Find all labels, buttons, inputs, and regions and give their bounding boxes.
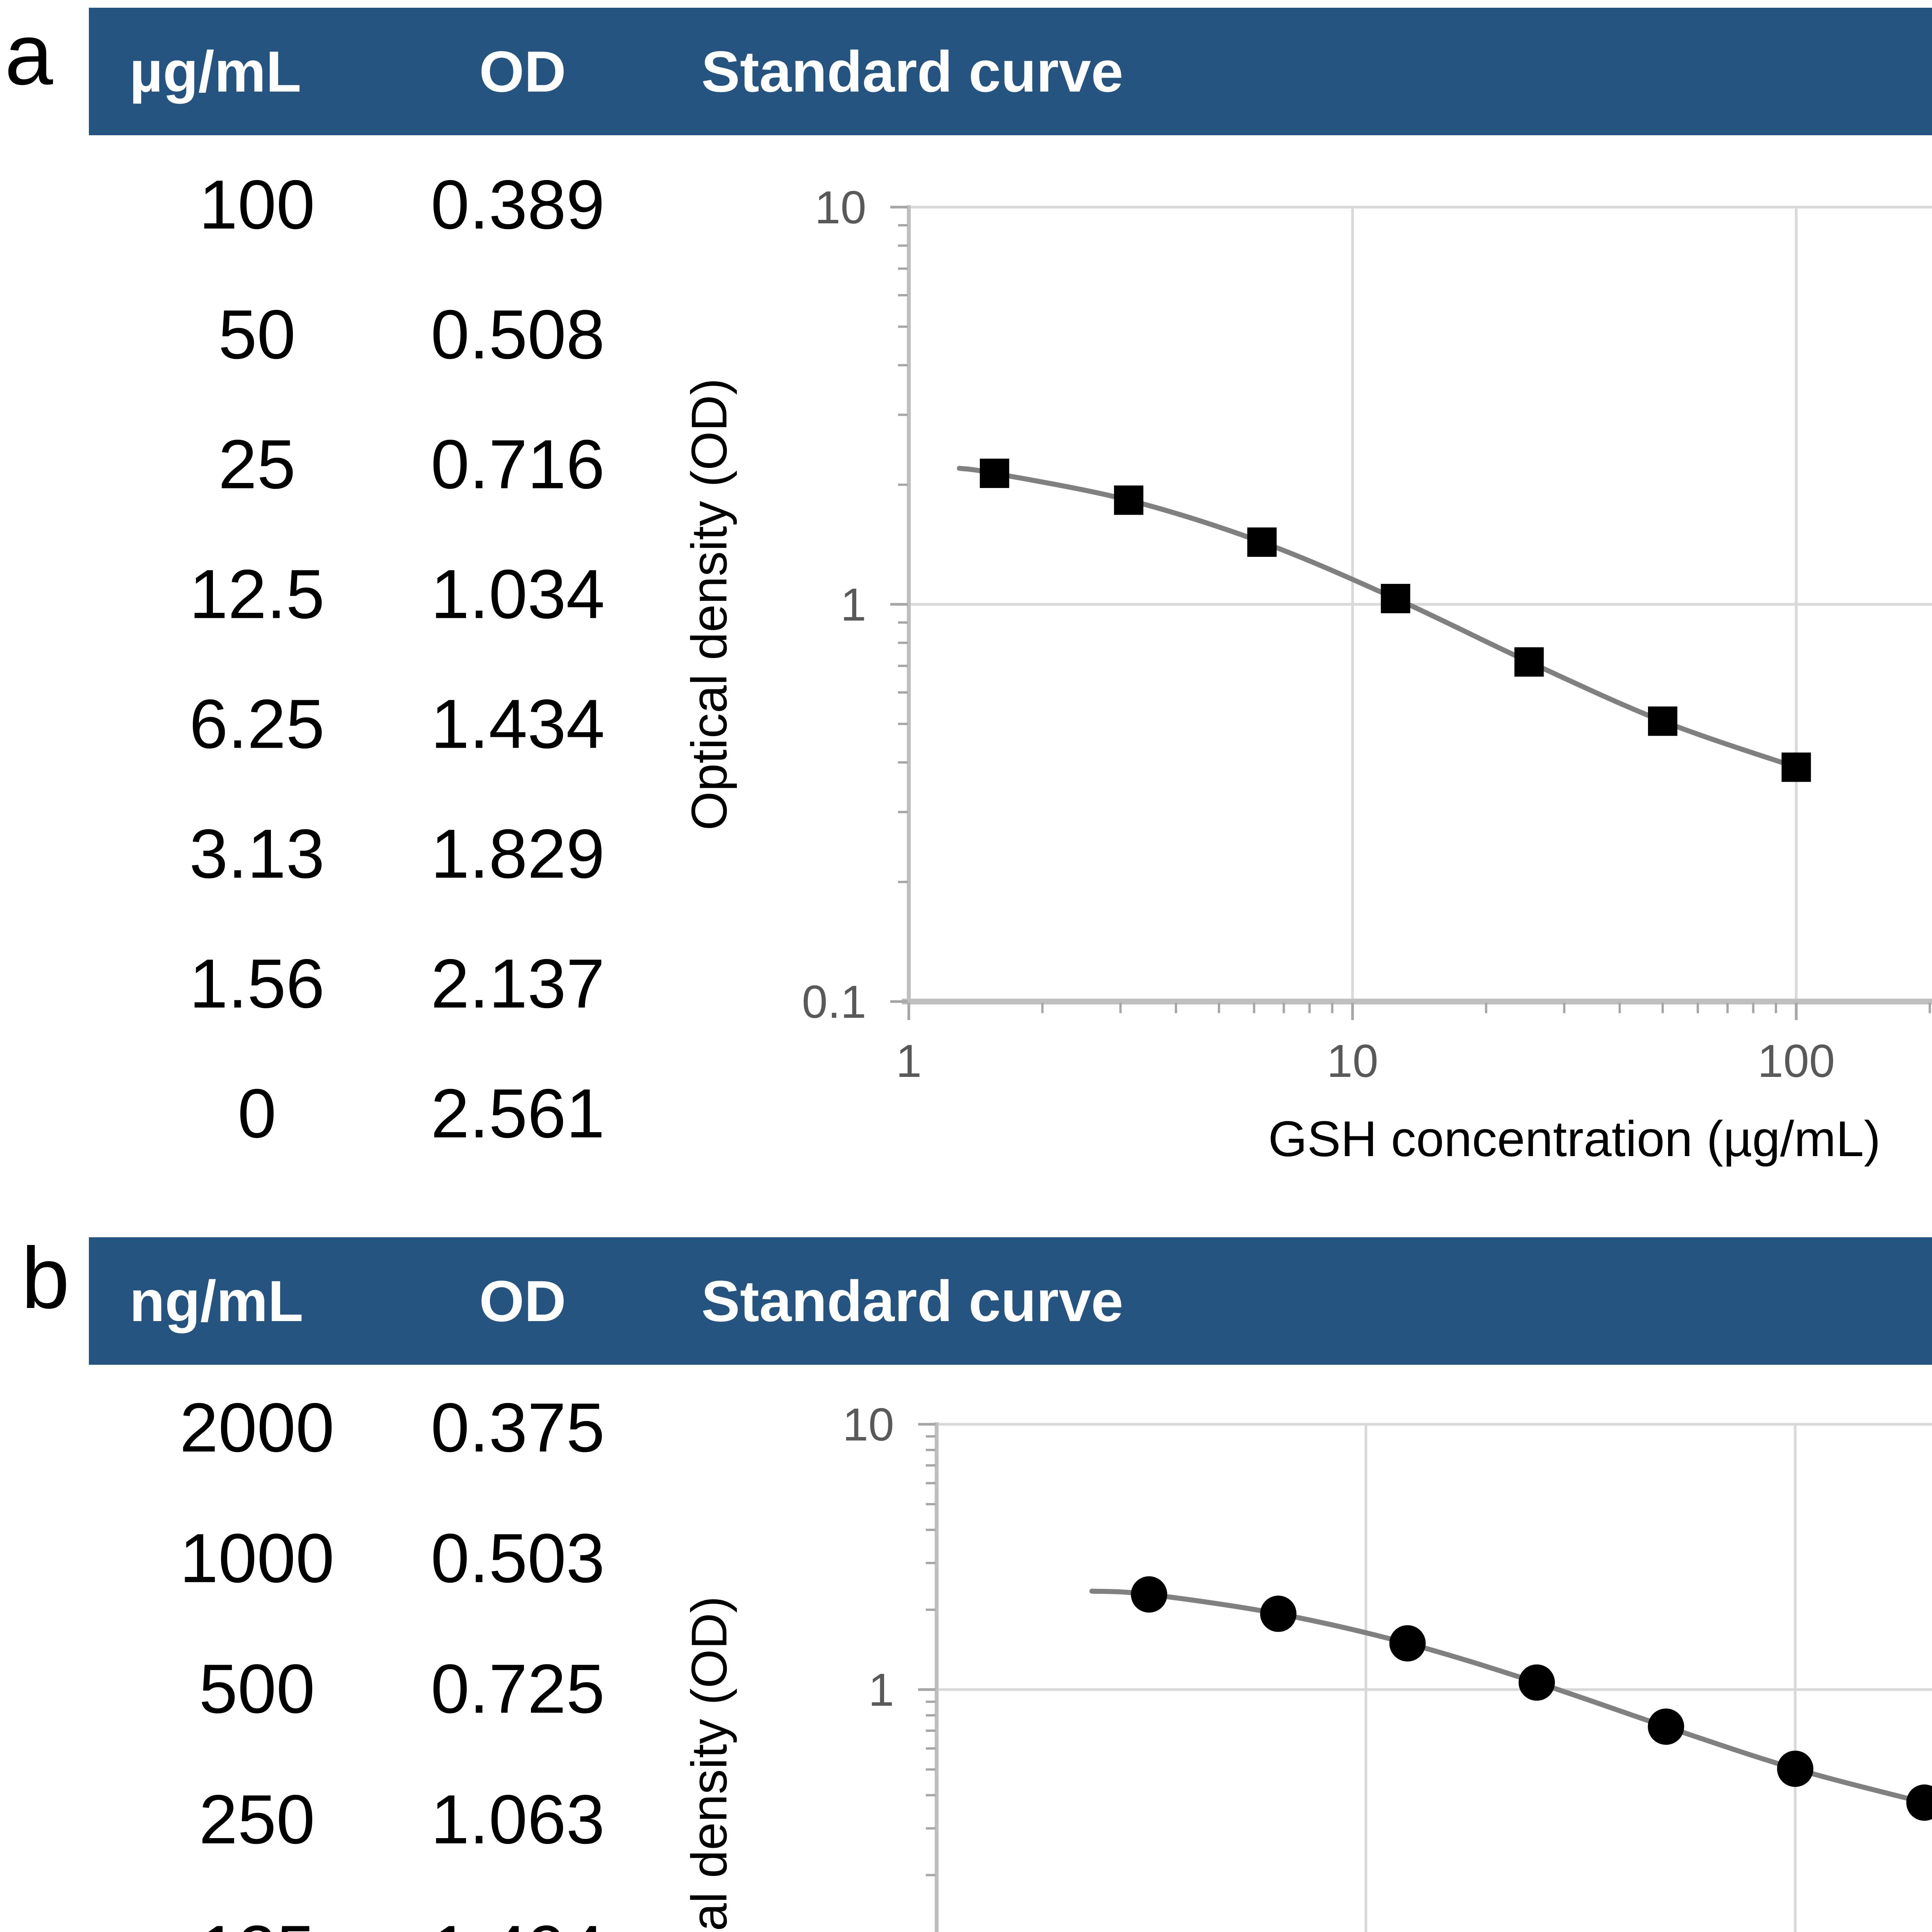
concentration-value: 100 <box>199 166 315 244</box>
table-row: 0 2.561 <box>0 1049 734 1179</box>
column-header-od: OD <box>479 1269 566 1333</box>
table-header-bar: µg/mL OD Standard curve <box>89 8 1932 135</box>
concentration-value: 1.56 <box>189 945 325 1023</box>
data-point <box>1906 1784 1932 1821</box>
y-tick-label: 10 <box>843 1399 894 1451</box>
data-point <box>1777 1750 1813 1787</box>
concentration-value: 1000 <box>179 1519 335 1597</box>
table-row: 100 0.389 <box>0 140 734 270</box>
data-point <box>1648 1708 1684 1745</box>
od-value: 0.508 <box>430 296 605 374</box>
panel-letter-b: b <box>21 1229 70 1327</box>
chart-title: Standard curve <box>701 1269 1124 1333</box>
column-header-unit: µg/mL <box>129 39 301 104</box>
chart-title: Standard curve <box>701 39 1124 104</box>
concentration-value: 6.25 <box>189 685 325 763</box>
y-tick-label: 10 <box>815 182 866 233</box>
od-value: 0.389 <box>430 166 605 244</box>
y-axis-title: Optical density (OD) <box>681 1596 737 1932</box>
table-row: 3.13 1.829 <box>0 789 734 919</box>
od-value: 0.503 <box>430 1519 605 1597</box>
od-value: 0.375 <box>430 1389 605 1467</box>
y-tick-label: 1 <box>868 1664 894 1716</box>
x-axis-title: GSH concentration (µg/mL) <box>1268 1111 1881 1167</box>
concentration-value: 3.13 <box>189 815 325 893</box>
table-row: 25 0.716 <box>0 400 734 529</box>
table-row: 1000 0.503 <box>0 1493 734 1624</box>
data-point <box>1519 1664 1555 1701</box>
data-point <box>1648 706 1677 736</box>
od-value: 1.494 <box>348 1910 688 1932</box>
panel-letter-a: a <box>5 5 53 103</box>
table-row: 250 1.063 <box>0 1754 734 1885</box>
od-value: 1.063 <box>430 1781 605 1859</box>
concentration-value: 0 <box>237 1075 277 1153</box>
od-value: 1.434 <box>430 685 605 763</box>
column-header-od: OD <box>479 39 566 104</box>
y-tick-label: 0.1 <box>830 1929 894 1932</box>
y-tick-label: 1 <box>840 579 866 631</box>
od-value: 1.034 <box>430 555 605 633</box>
concentration-value: 2000 <box>179 1389 335 1467</box>
data-point <box>1247 527 1277 557</box>
x-tick-label: 1 <box>896 1035 922 1087</box>
concentration-value: 125 <box>89 1910 425 1932</box>
table-row: 6.25 1.434 <box>0 659 734 789</box>
table-row: 1251.494 <box>0 1885 734 1932</box>
data-point <box>1260 1595 1297 1632</box>
data-point <box>1381 584 1410 614</box>
concentration-value: 12.5 <box>189 555 325 633</box>
concentration-value: 500 <box>199 1650 315 1728</box>
y-tick-label: 0.1 <box>802 976 866 1028</box>
od-value: 2.561 <box>430 1075 605 1153</box>
data-point <box>1114 485 1144 515</box>
concentration-value: 250 <box>199 1781 315 1859</box>
x-tick-label: 10 <box>1327 1035 1378 1087</box>
od-value: 0.716 <box>430 425 605 503</box>
table-row: 1.56 2.137 <box>0 919 734 1049</box>
od-value: 1.829 <box>430 815 605 893</box>
data-point <box>1131 1576 1167 1613</box>
data-point <box>1781 752 1811 782</box>
standards-table: 2000 0.375 1000 0.503 500 0.725 250 1.063 1251.4… <box>0 1362 734 1932</box>
data-point <box>1514 647 1544 677</box>
concentration-value: 25 <box>218 425 296 503</box>
table-row: 50 0.508 <box>0 270 734 400</box>
data-point <box>980 458 1009 488</box>
od-value: 0.725 <box>430 1650 605 1728</box>
column-header-unit: ng/mL <box>129 1269 303 1333</box>
standards-table: 100 0.389 50 0.508 25 0.716 12.5 1.034 6.25 1.434… <box>0 140 734 1179</box>
table-header-bar: ng/mL OD Standard curve <box>89 1237 1932 1365</box>
od-value: 2.137 <box>430 945 605 1023</box>
concentration-value: 50 <box>218 296 296 374</box>
y-axis-title: Optical density (OD) <box>681 378 737 830</box>
x-tick-label: 100 <box>1758 1035 1835 1087</box>
table-row: 2000 0.375 <box>0 1362 734 1493</box>
table-row: 500 0.725 <box>0 1624 734 1754</box>
table-row: 12.5 1.034 <box>0 529 734 659</box>
data-point <box>1389 1625 1426 1662</box>
